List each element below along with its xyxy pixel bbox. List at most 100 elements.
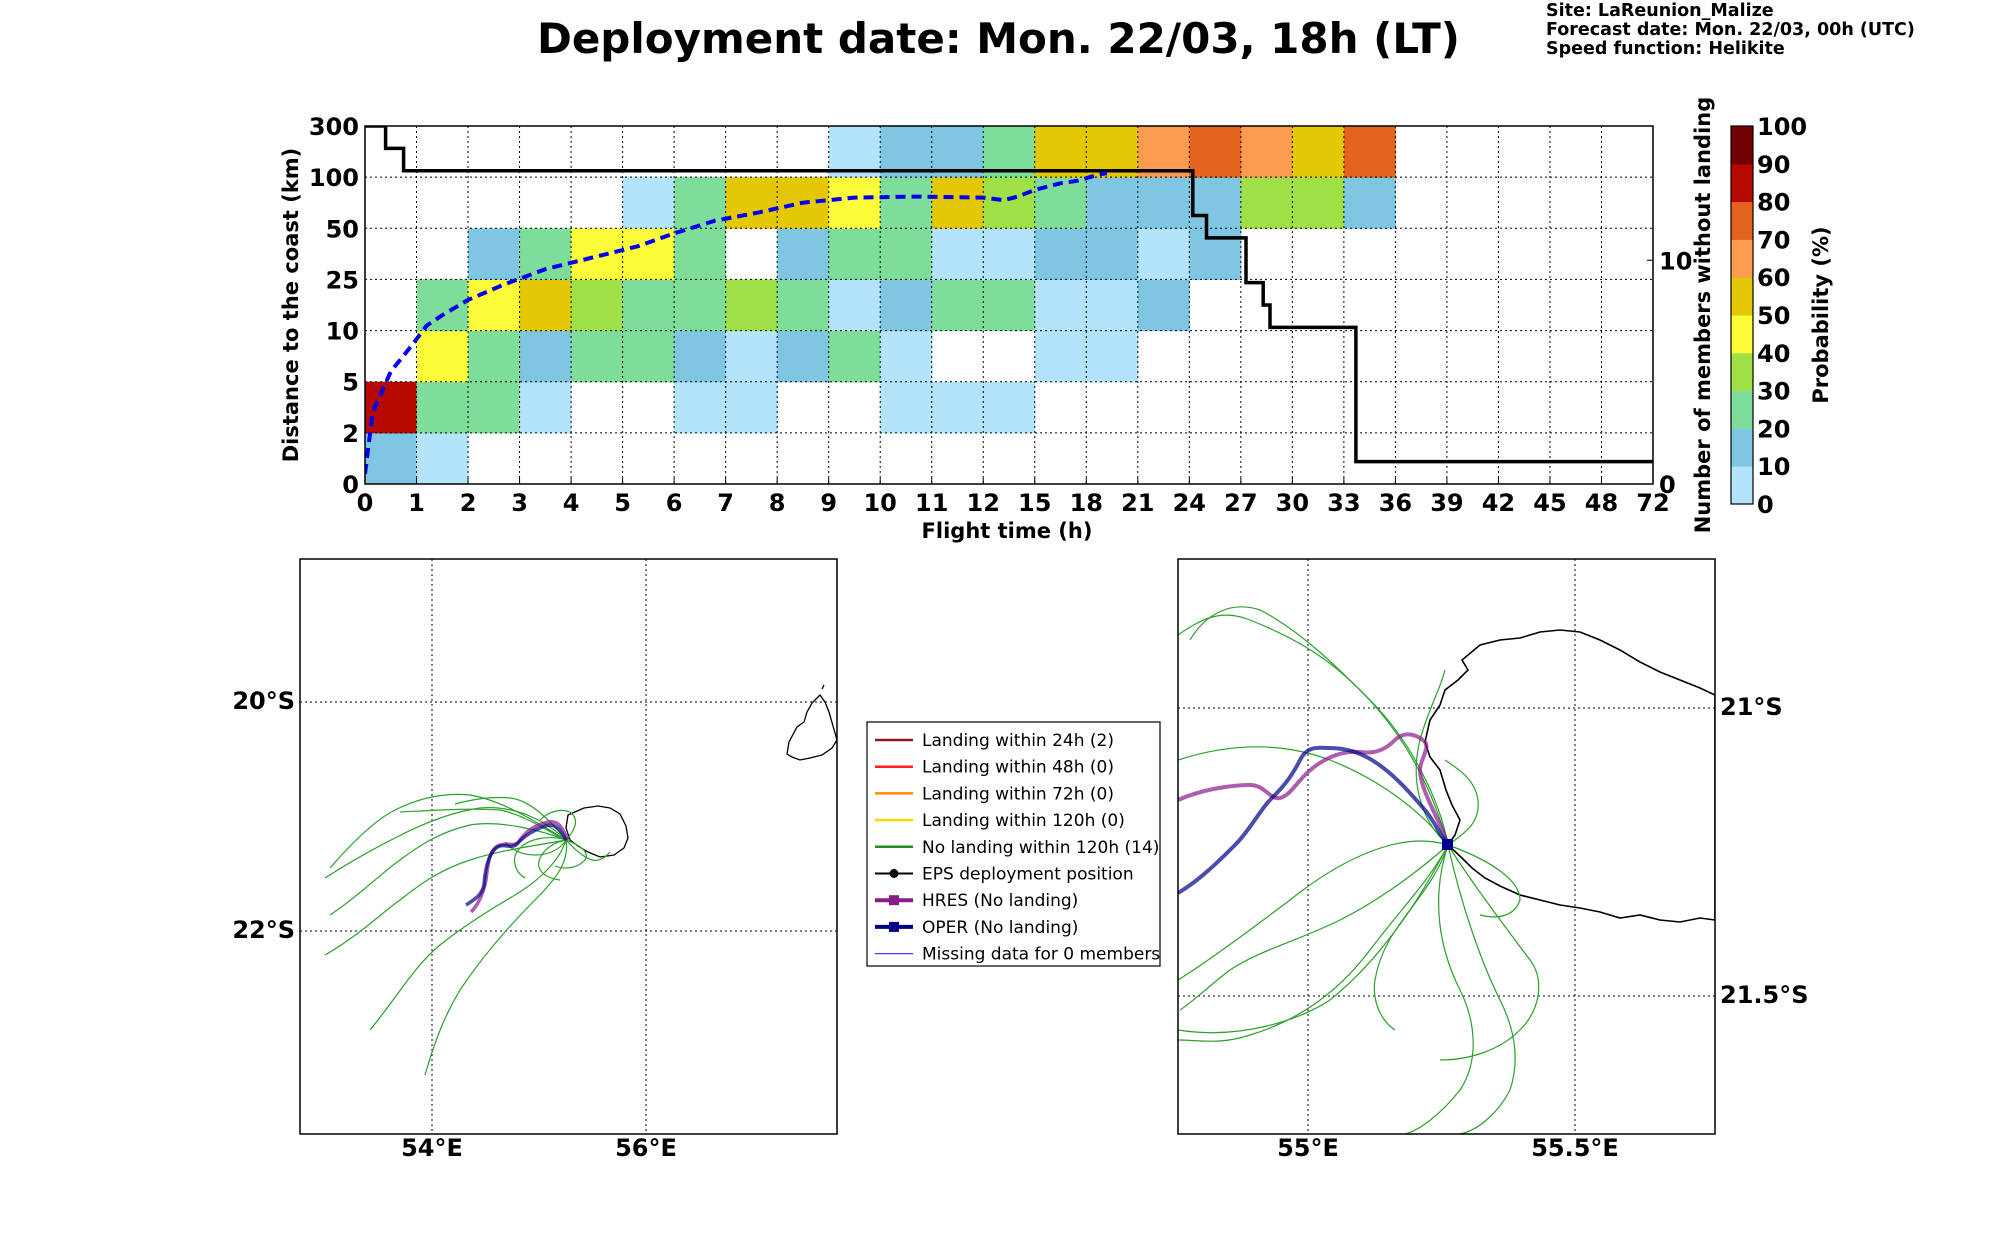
oper-trajectory	[465, 823, 568, 907]
heatmap-cell	[983, 381, 1036, 434]
legend-item: Landing within 48h (0)	[875, 758, 1114, 778]
eps-trajectories	[324, 793, 611, 1076]
heatmap-cell	[1343, 177, 1396, 229]
colorbar-swatch	[1731, 428, 1753, 467]
x-tick-label: 6	[666, 489, 683, 517]
heatmap-cell	[1034, 279, 1087, 332]
heatmap-cell	[365, 432, 418, 484]
heatmap-cell	[777, 279, 830, 332]
legend-marker	[889, 921, 899, 932]
heatmap-cell	[725, 177, 778, 229]
members-without-landing-line	[365, 126, 1653, 464]
heatmap-cell	[622, 279, 675, 332]
legend-marker	[889, 869, 899, 878]
heatmap-cell	[468, 228, 521, 280]
heatmap-cell	[1137, 126, 1190, 178]
heatmap-cell	[416, 279, 469, 332]
colorbar-swatch	[1731, 315, 1753, 354]
heatmap-cell	[622, 330, 675, 383]
x-axis-label: Flight time (h)	[922, 519, 1093, 543]
y2-tick-label: 10	[1659, 247, 1692, 275]
heatmap-cell	[828, 279, 881, 332]
x-tick-label: 36	[1379, 489, 1412, 517]
x-tick-label: 42	[1482, 489, 1515, 517]
heatmap-cell	[828, 126, 881, 178]
median-distance-line	[365, 171, 1108, 475]
heatmap-cell	[880, 279, 933, 332]
colorbar-swatches	[1731, 126, 1753, 505]
left-map-frame	[299, 558, 838, 1135]
legend-items: Landing within 24h (2) Landing within 48h…	[875, 731, 1160, 965]
x-tick-label: 5	[614, 489, 631, 517]
heatmap-cell	[674, 381, 727, 434]
heatmap-cell	[725, 279, 778, 332]
colorbar-tick-label: 10	[1757, 453, 1790, 481]
x-tick-label: 11	[915, 489, 948, 517]
heatmap-cell	[1292, 177, 1345, 229]
heatmap-cell	[571, 228, 624, 280]
site-label: Site: LaReunion_Malize	[1546, 1, 1774, 21]
x-tick-label: 72	[1636, 489, 1669, 517]
x-tick-label: 7	[717, 489, 734, 517]
reunion-coastline	[1424, 629, 1715, 923]
x-tick-label: 10	[863, 489, 896, 517]
legend-label: EPS deployment position	[922, 865, 1134, 885]
local-trajectory-map: 21°S 21.5°S 55°E 55.5°E	[1177, 558, 1809, 1162]
heatmap-cell	[983, 177, 1036, 229]
heatmap-cell	[674, 279, 727, 332]
heatmap-cell	[1034, 228, 1087, 280]
landing-probability-heatmap: 0 1 2 3 4 5 6 7 8 9 10 11 12 15 18 21 24 27 30 33 36 39 42 45 48…	[279, 97, 1715, 543]
y-tick-label: 50	[326, 215, 359, 243]
heatmap-frame	[364, 125, 1654, 485]
heatmap-cell	[468, 330, 521, 383]
legend-item: OPER (No landing)	[875, 918, 1078, 938]
colorbar-label: Probability (%)	[1809, 226, 1833, 403]
y-tick-label: 0	[342, 471, 359, 499]
x-tick-label: 9	[820, 489, 837, 517]
heatmap-cells	[365, 126, 1396, 484]
heatmap-cell	[1086, 177, 1139, 229]
x-tick-label: 0	[357, 489, 374, 517]
legend-label: OPER (No landing)	[922, 918, 1078, 938]
colorbar-tick-label: 40	[1757, 340, 1790, 368]
heatmap-cell	[931, 381, 984, 434]
heatmap-cell	[519, 330, 572, 383]
heatmap-cell	[1034, 330, 1087, 383]
colorbar-swatch	[1731, 201, 1753, 240]
heatmap-cell	[1292, 126, 1345, 178]
oper-trajectory	[1178, 745, 1450, 895]
regional-trajectory-map: 20°S 22°S 54°E 56°E	[232, 558, 838, 1162]
colorbar-swatch	[1731, 466, 1753, 505]
x-tick-label: 48	[1585, 489, 1618, 517]
lon-label: 56°E	[615, 1134, 677, 1162]
legend-label: Landing within 120h (0)	[922, 811, 1125, 831]
heatmap-cell	[1343, 126, 1396, 178]
legend-label: No landing within 120h (14)	[922, 838, 1159, 858]
heatmap-cell	[519, 279, 572, 332]
right-map-frame	[1177, 558, 1716, 1135]
heatmap-cell	[777, 330, 830, 383]
y-tick-label: 10	[326, 318, 359, 346]
x-tick-label: 8	[769, 489, 786, 517]
lat-label: 21°S	[1720, 693, 1783, 721]
x-tick-label: 15	[1018, 489, 1051, 517]
legend-item: Landing within 72h (0)	[875, 784, 1114, 804]
x-tick-label: 4	[563, 489, 580, 517]
lon-label: 54°E	[401, 1134, 463, 1162]
speed-function-label: Speed function: Helikite	[1546, 39, 1785, 59]
x-tick-label: 39	[1430, 489, 1463, 517]
heatmap-cell	[1086, 279, 1139, 332]
heatmap-cell	[1137, 279, 1190, 332]
colorbar-tick-label: 70	[1757, 226, 1790, 254]
lon-label: 55.5°E	[1531, 1134, 1619, 1162]
y-tick-label: 2	[342, 420, 359, 448]
x-tick-label: 45	[1533, 489, 1566, 517]
colorbar-swatch	[1731, 239, 1753, 278]
heatmap-lines	[365, 126, 1653, 475]
forecast-info: Site: LaReunion_Malize Forecast date: Mo…	[1546, 2, 1915, 59]
reunion-coastline	[565, 805, 629, 858]
x-tick-label: 18	[1070, 489, 1103, 517]
heatmap-cell	[1189, 177, 1242, 229]
x-tick-label: 33	[1327, 489, 1360, 517]
y2-tick-label: 0	[1659, 471, 1676, 499]
